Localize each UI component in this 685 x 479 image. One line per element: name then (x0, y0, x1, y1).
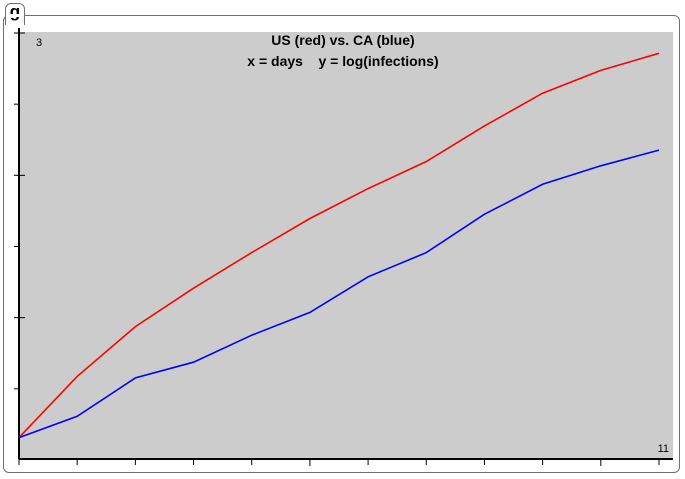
series-layer (18, 52, 660, 439)
plot-area (19, 32, 673, 459)
x-max-tick-label: 11 (658, 443, 669, 455)
y-max-tick-label: 3 (36, 37, 42, 49)
chart-title: US (red) vs. CA (blue) (271, 32, 414, 48)
axes (14, 28, 673, 466)
series-line-ca (18, 149, 660, 439)
series-line-us (18, 52, 660, 439)
chart-subtitle: x = days y = log(infections) (247, 53, 438, 69)
panel-tab-join (6, 14, 24, 17)
